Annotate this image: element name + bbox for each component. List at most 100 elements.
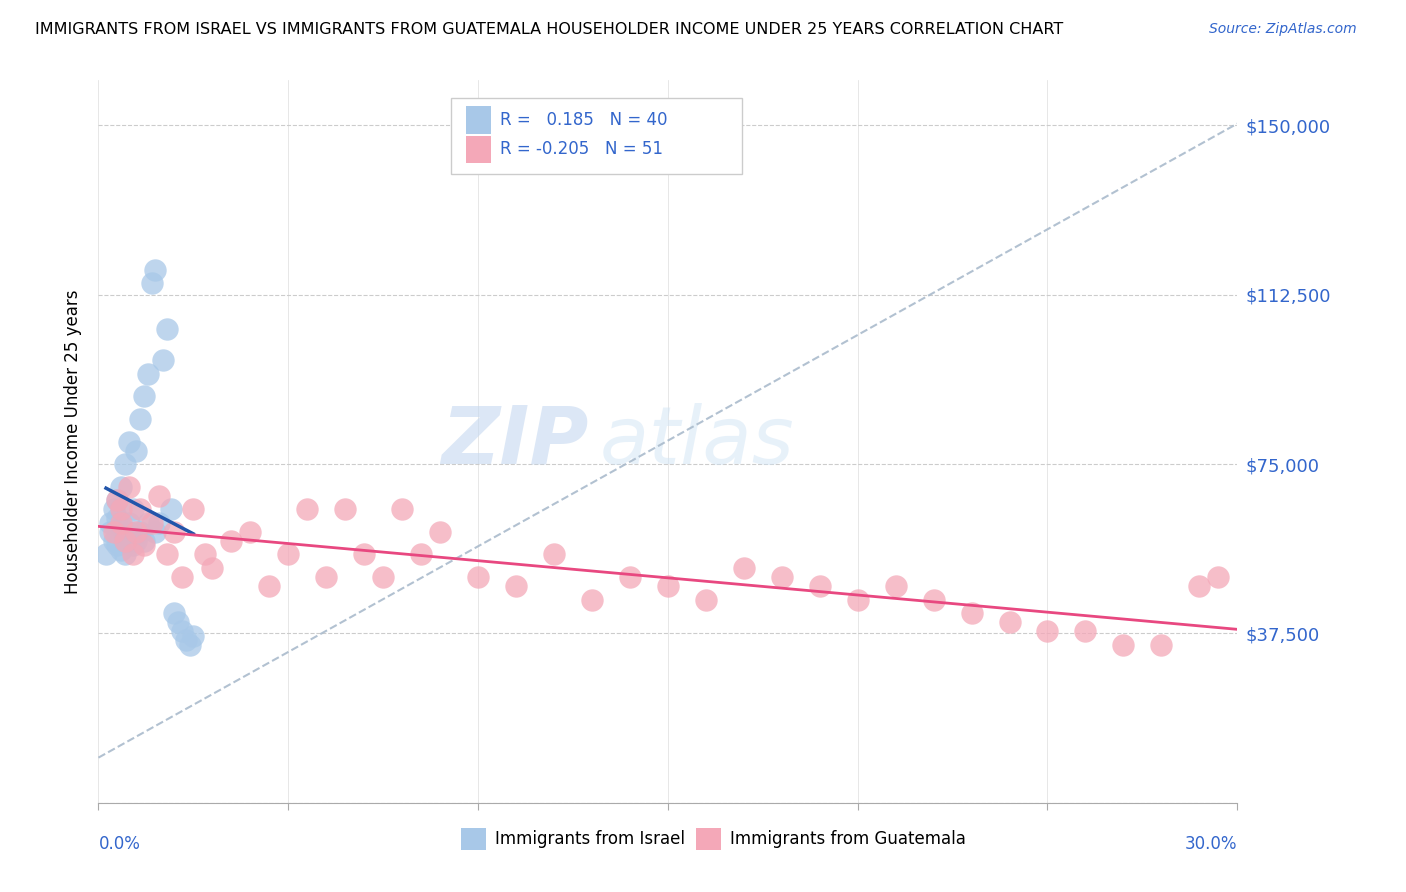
Point [221, 533, 243, 548]
Point [167, 615, 190, 630]
Point [121, 548, 143, 562]
Point [297, 502, 319, 516]
Point [152, 353, 174, 368]
Point [107, 493, 129, 508]
Point [170, 570, 193, 584]
Point [194, 548, 217, 562]
Point [114, 548, 136, 562]
Point [132, 538, 155, 552]
Point [353, 548, 375, 562]
Point [114, 533, 136, 548]
Point [156, 548, 179, 562]
Point [998, 615, 1021, 630]
Bar [696, 828, 721, 850]
Text: 30.0%: 30.0% [1185, 835, 1237, 854]
Point [922, 592, 945, 607]
Point [118, 516, 141, 530]
Point [125, 524, 148, 539]
Point [141, 516, 163, 530]
Point [174, 633, 197, 648]
Point [141, 277, 163, 291]
Point [148, 516, 170, 530]
Point [183, 629, 205, 643]
Point [103, 524, 125, 539]
Point [125, 533, 148, 548]
Point [1208, 570, 1230, 584]
Text: IMMIGRANTS FROM ISRAEL VS IMMIGRANTS FROM GUATEMALA HOUSEHOLDER INCOME UNDER 25 : IMMIGRANTS FROM ISRAEL VS IMMIGRANTS FRO… [35, 22, 1063, 37]
Point [94, 548, 117, 562]
Point [118, 480, 141, 494]
Text: R =   0.185   N = 40: R = 0.185 N = 40 [501, 111, 668, 129]
Point [335, 502, 357, 516]
Text: R = -0.205   N = 51: R = -0.205 N = 51 [501, 140, 664, 158]
Point [808, 579, 831, 593]
Point [129, 412, 152, 426]
Point [107, 538, 129, 552]
Point [98, 524, 121, 539]
Text: atlas: atlas [599, 402, 794, 481]
Point [145, 524, 167, 539]
Y-axis label: Householder Income Under 25 years: Householder Income Under 25 years [65, 289, 83, 594]
Text: Immigrants from Guatemala: Immigrants from Guatemala [731, 830, 966, 848]
Point [110, 520, 132, 534]
Point [960, 606, 983, 620]
Point [239, 524, 262, 539]
FancyBboxPatch shape [451, 98, 742, 174]
Point [201, 561, 224, 575]
Text: Source: ZipAtlas.com: Source: ZipAtlas.com [1209, 22, 1357, 37]
Point [371, 570, 394, 584]
Point [259, 579, 281, 593]
Point [163, 606, 186, 620]
Point [132, 533, 155, 548]
Point [159, 502, 181, 516]
Point [581, 592, 603, 607]
Point [657, 579, 679, 593]
Point [110, 480, 132, 494]
Point [136, 367, 159, 381]
Point [103, 533, 125, 548]
Bar [461, 828, 485, 850]
Point [619, 570, 641, 584]
Point [129, 524, 152, 539]
Point [695, 592, 717, 607]
Point [129, 502, 152, 516]
Point [132, 389, 155, 403]
Point [110, 516, 132, 530]
Point [183, 502, 205, 516]
Point [110, 542, 132, 557]
Text: ZIP: ZIP [440, 402, 588, 481]
Point [145, 263, 167, 277]
Point [148, 489, 170, 503]
Point [411, 548, 433, 562]
Point [170, 624, 193, 639]
Point [277, 548, 299, 562]
Point [136, 516, 159, 530]
Point [884, 579, 907, 593]
Point [315, 570, 337, 584]
Point [110, 502, 132, 516]
Text: 0.0%: 0.0% [98, 835, 141, 854]
Point [114, 533, 136, 548]
Point [107, 511, 129, 525]
Point [391, 502, 413, 516]
Point [770, 570, 793, 584]
Point [1074, 624, 1097, 639]
Point [1036, 624, 1059, 639]
Point [179, 638, 201, 652]
Point [467, 570, 489, 584]
Point [1150, 638, 1173, 652]
Point [733, 561, 755, 575]
Point [118, 434, 141, 449]
Point [543, 548, 565, 562]
Point [163, 524, 186, 539]
Text: Immigrants from Israel: Immigrants from Israel [495, 830, 685, 848]
Point [429, 524, 451, 539]
Point [121, 502, 143, 516]
Point [118, 524, 141, 539]
Point [103, 502, 125, 516]
Point [1188, 579, 1211, 593]
Point [121, 538, 143, 552]
Point [846, 592, 869, 607]
Bar [467, 136, 491, 163]
Point [505, 579, 527, 593]
